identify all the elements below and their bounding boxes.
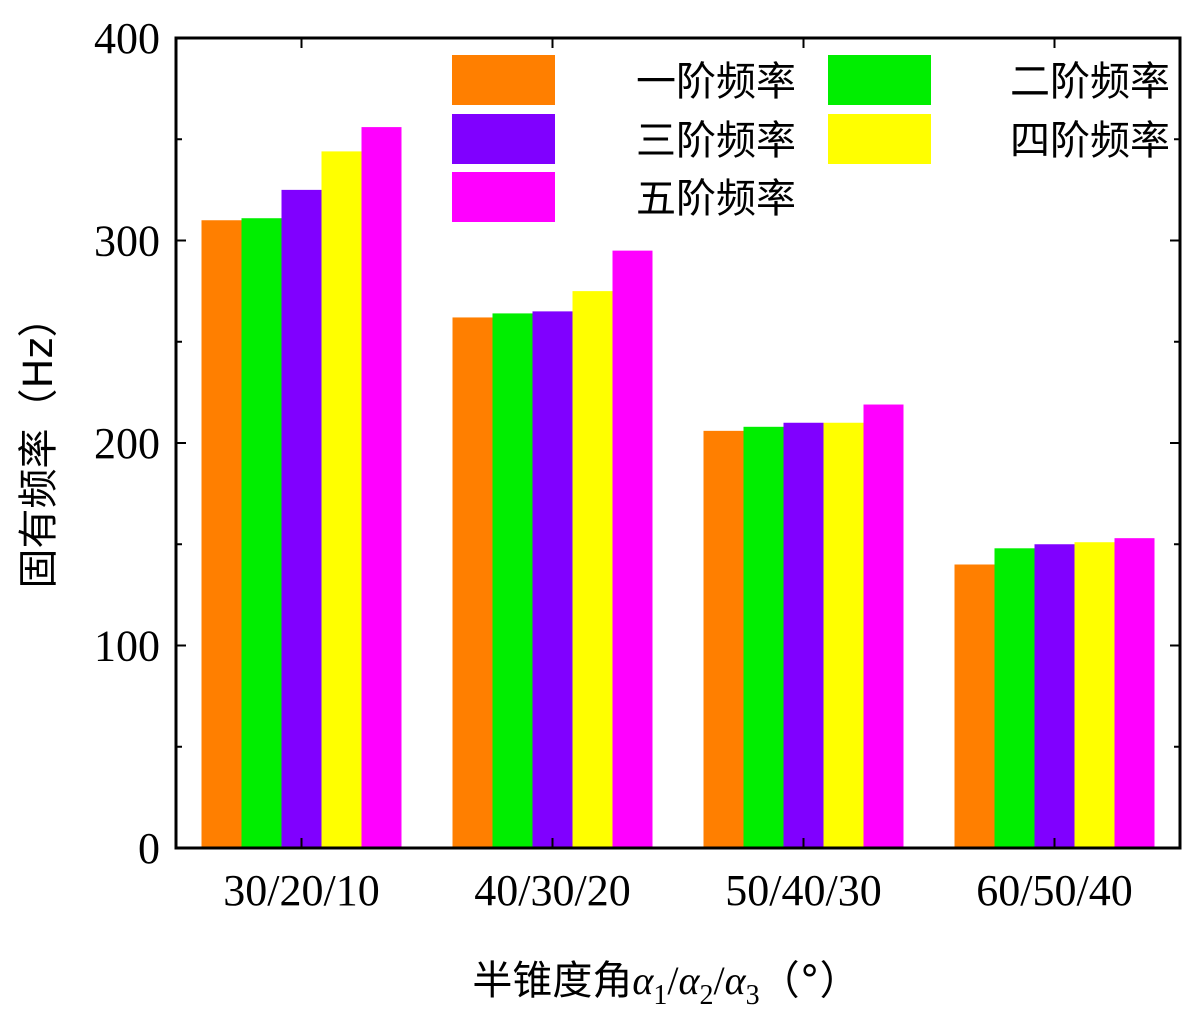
- legend-label-3: 三阶频率: [636, 118, 796, 164]
- legend-swatch-1: [452, 55, 555, 105]
- bar-60-50-40-series-3: [1034, 544, 1075, 848]
- legend-swatch-3: [452, 114, 555, 164]
- bar-40-30-20-series-1: [452, 317, 493, 848]
- bar-50-40-30-series-1: [703, 430, 744, 848]
- x-axis-title-prefix: 半锥度角: [472, 958, 632, 1004]
- y-axis-title: 固有频率（Hz）: [16, 297, 62, 588]
- bar-30-20-10-series-2: [241, 218, 282, 849]
- x-axis-subscript-3: 3: [746, 980, 760, 1011]
- bar-50-40-30-series-4: [823, 422, 864, 848]
- legend-swatch-4: [828, 114, 931, 164]
- y-tick-label: 200: [94, 419, 160, 468]
- x-tick-label: 40/30/20: [474, 866, 630, 915]
- legend-label-5: 五阶频率: [636, 176, 796, 222]
- legend-label-1: 一阶频率: [636, 59, 796, 105]
- bar-50-40-30-series-3: [783, 422, 824, 848]
- y-tick-label: 0: [138, 824, 160, 873]
- bar-40-30-20-series-2: [492, 313, 533, 848]
- x-axis-separator-2: /: [714, 958, 726, 1003]
- x-axis-subscript-1: 1: [653, 980, 667, 1011]
- x-axis-symbol-3: α: [725, 958, 747, 1003]
- x-tick-label: 30/20/10: [223, 866, 379, 915]
- x-axis-symbol-2: α: [679, 958, 701, 1003]
- bar-60-50-40-series-2: [994, 548, 1035, 848]
- bars-layer: [201, 127, 1155, 849]
- legend-label-2: 二阶频率: [1010, 59, 1170, 105]
- bar-50-40-30-series-5: [863, 404, 904, 848]
- x-axis-unit: （°）: [760, 958, 860, 1004]
- y-tick-label: 400: [94, 14, 160, 63]
- x-tick-label: 50/40/30: [725, 866, 881, 915]
- bar-60-50-40-series-5: [1114, 538, 1155, 848]
- y-tick-label: 100: [94, 622, 160, 671]
- x-axis-subscript-2: 2: [700, 980, 714, 1011]
- bar-40-30-20-series-5: [612, 250, 653, 848]
- bar-40-30-20-series-4: [572, 291, 613, 848]
- y-tick-labels: 0 100 200 300 400: [94, 14, 160, 873]
- legend-swatch-5: [452, 172, 555, 222]
- y-tick-label: 300: [94, 217, 160, 266]
- ticks-layer: [176, 37, 1180, 849]
- bar-30-20-10-series-4: [321, 151, 362, 848]
- bar-60-50-40-series-1: [954, 564, 995, 848]
- bar-40-30-20-series-3: [532, 311, 573, 848]
- bar-30-20-10-series-3: [281, 189, 322, 848]
- bar-30-20-10-series-5: [361, 127, 402, 849]
- bar-60-50-40-series-4: [1074, 542, 1115, 848]
- x-axis-separator-1: /: [667, 958, 679, 1003]
- legend-swatch-2: [828, 55, 931, 105]
- x-axis-symbol-1: α: [632, 958, 654, 1003]
- x-tick-label: 60/50/40: [976, 866, 1132, 915]
- bar-30-20-10-series-1: [201, 220, 242, 848]
- x-axis-title: 半锥度角α1/α2/α3（°）: [472, 958, 859, 1011]
- legend-label-4: 四阶频率: [1010, 118, 1170, 164]
- bar-50-40-30-series-2: [743, 426, 784, 848]
- x-tick-labels: 30/20/10 40/30/20 50/40/30 60/50/40: [223, 866, 1132, 915]
